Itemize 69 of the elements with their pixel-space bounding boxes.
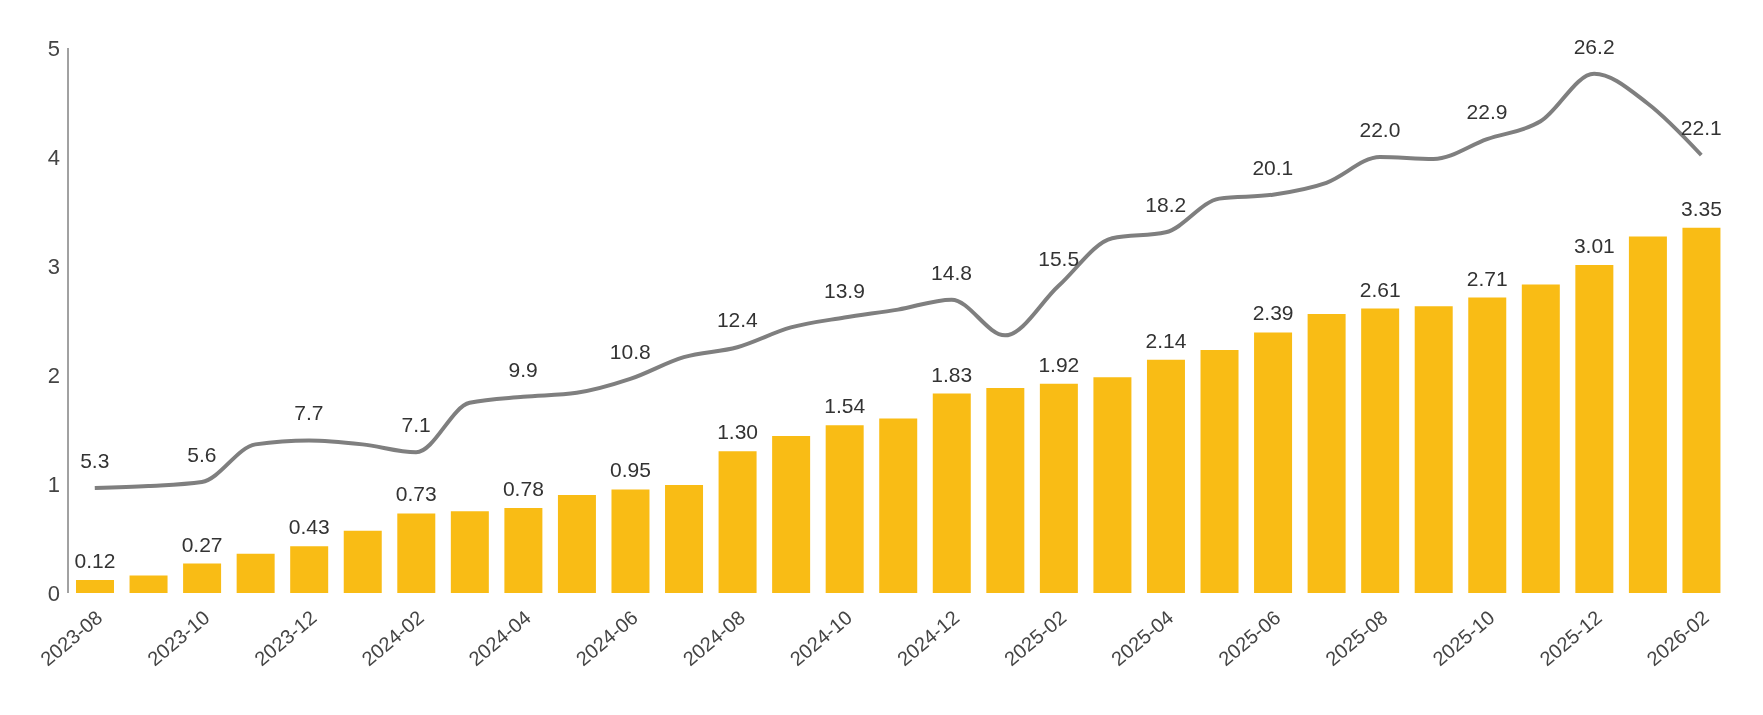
- data-label: 10.8: [609, 339, 651, 363]
- bar: [665, 485, 704, 593]
- bar: [1307, 313, 1346, 593]
- bar: [129, 575, 168, 593]
- data-label: 26.2: [1573, 34, 1615, 58]
- bar: [1254, 332, 1293, 593]
- bar: [611, 489, 650, 593]
- bar: [343, 530, 382, 593]
- data-label: 9.9: [508, 357, 538, 381]
- data-label: 22.0: [1359, 118, 1401, 141]
- data-label: 0.95: [610, 458, 651, 482]
- data-label: 0.78: [502, 476, 544, 500]
- bar: [986, 388, 1025, 593]
- data-label: 15.5: [1038, 246, 1080, 270]
- bar: [1361, 308, 1400, 593]
- bar: [236, 553, 275, 593]
- bar: [450, 511, 489, 593]
- y-tick-label: 0: [47, 580, 60, 606]
- bar: [825, 425, 864, 593]
- data-label: 20.1: [1252, 155, 1294, 179]
- bar: [183, 563, 222, 593]
- y-tick-label: 4: [47, 144, 60, 170]
- bar: [1200, 349, 1239, 593]
- bar: [557, 494, 596, 593]
- data-label: 5.6: [187, 443, 217, 467]
- data-label: 1.83: [931, 362, 973, 386]
- data-label: 1.92: [1038, 352, 1080, 376]
- bar: [76, 579, 114, 593]
- data-label: 0.27: [181, 532, 223, 556]
- bar: [879, 418, 918, 593]
- data-label: 2.71: [1466, 266, 1508, 290]
- data-label: 3.35: [1681, 196, 1722, 220]
- data-label: 7.7: [294, 401, 324, 425]
- data-label: 22.1: [1680, 116, 1722, 140]
- bar: [718, 451, 757, 593]
- bar: [290, 546, 329, 593]
- bar: [1628, 236, 1667, 593]
- data-label: 13.9: [824, 278, 865, 302]
- data-label: 5.3: [80, 448, 110, 472]
- data-label: 1.30: [717, 420, 759, 444]
- bar: [1039, 383, 1078, 593]
- bar: [1414, 306, 1453, 593]
- bar: [1575, 264, 1614, 593]
- data-label: 18.2: [1145, 193, 1187, 217]
- bar: [772, 436, 811, 593]
- data-label: 0.43: [288, 515, 330, 539]
- bar: [1146, 359, 1185, 593]
- data-label: 12.4: [716, 308, 759, 332]
- bar: [504, 507, 543, 593]
- data-label: 0.73: [395, 482, 437, 506]
- bar: [1093, 377, 1132, 593]
- bar: [1682, 227, 1721, 593]
- data-label: 2.39: [1252, 301, 1294, 325]
- data-label: 1.54: [824, 394, 866, 418]
- data-label: 2.14: [1145, 328, 1187, 352]
- bar: [932, 393, 971, 593]
- data-label: 0.12: [74, 548, 116, 572]
- y-tick-label: 2: [47, 362, 60, 388]
- bar: [397, 513, 436, 593]
- data-label: 7.1: [401, 413, 431, 437]
- bar: [1468, 297, 1507, 593]
- bar: [1521, 284, 1560, 593]
- y-tick-label: 1: [47, 471, 60, 497]
- data-label: 22.9: [1466, 100, 1508, 124]
- y-tick-label: 3: [47, 253, 60, 279]
- y-tick-label: 5: [47, 35, 60, 61]
- data-label: 2.61: [1359, 277, 1401, 301]
- data-label: 14.8: [931, 260, 972, 284]
- data-label: 3.01: [1573, 233, 1615, 257]
